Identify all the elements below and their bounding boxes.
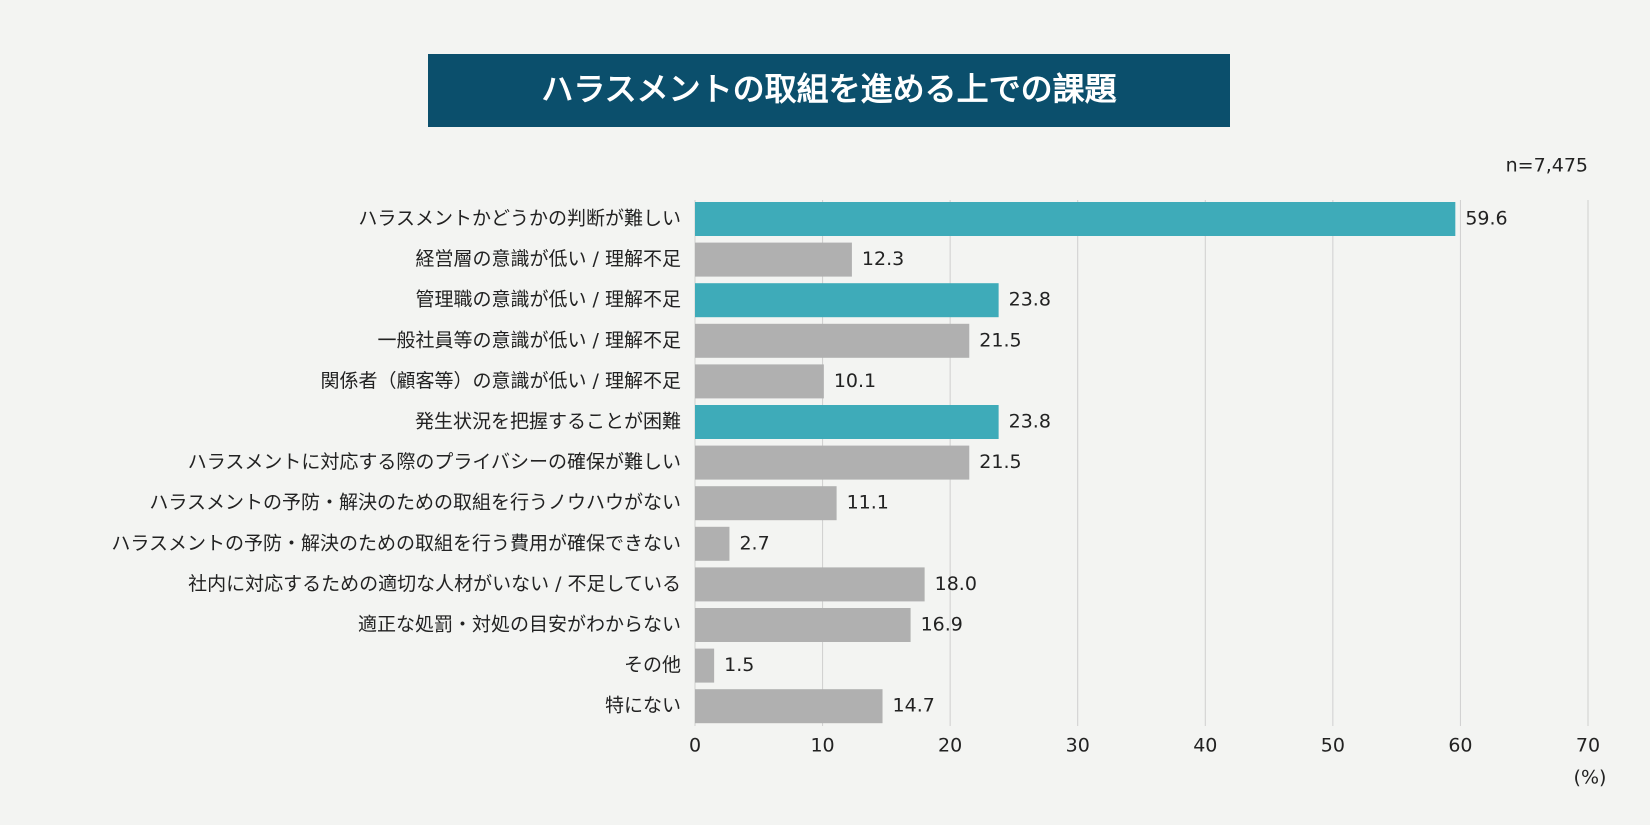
value-label: 2.7 bbox=[739, 532, 769, 554]
category-label: 関係者（顧客等）の意識が低い / 理解不足 bbox=[321, 370, 681, 392]
value-label: 1.5 bbox=[724, 654, 754, 676]
value-label: 21.5 bbox=[979, 329, 1021, 351]
x-tick-label: 0 bbox=[689, 735, 701, 757]
category-label: その他 bbox=[624, 654, 681, 676]
value-label: 21.5 bbox=[979, 451, 1021, 473]
category-label: ハラスメントに対応する際のプライバシーの確保が難しい bbox=[188, 451, 681, 473]
value-label: 23.8 bbox=[1009, 411, 1051, 433]
value-label: 59.6 bbox=[1465, 208, 1507, 230]
value-label: 12.3 bbox=[862, 248, 904, 270]
x-tick-label: 20 bbox=[938, 735, 962, 757]
bar bbox=[695, 526, 730, 561]
x-tick-label: 50 bbox=[1321, 735, 1345, 757]
sample-size: n=7,475 bbox=[1506, 155, 1588, 177]
category-label: 管理職の意識が低い / 理解不足 bbox=[416, 289, 681, 311]
bar bbox=[695, 323, 970, 358]
category-label: 経営層の意識が低い / 理解不足 bbox=[416, 248, 681, 270]
value-label: 10.1 bbox=[834, 370, 876, 392]
category-label: 適正な処罰・対処の目安がわからない bbox=[358, 614, 681, 636]
value-label: 16.9 bbox=[921, 614, 963, 636]
category-label: 発生状況を把握することが困難 bbox=[415, 411, 681, 433]
x-tick-label: 60 bbox=[1448, 735, 1472, 757]
bar bbox=[695, 608, 911, 642]
bar bbox=[695, 445, 970, 480]
chart-title: ハラスメントの取組を進める上での課題 bbox=[541, 70, 1116, 108]
bar bbox=[695, 242, 852, 277]
bar bbox=[695, 567, 925, 602]
category-label: ハラスメントの予防・解決のための取組を行うノウハウがない bbox=[149, 492, 681, 514]
category-label: 社内に対応するための適切な人材がいない / 不足している bbox=[188, 573, 681, 595]
bar bbox=[695, 202, 1456, 236]
bar bbox=[695, 648, 715, 683]
value-label: 11.1 bbox=[847, 492, 889, 514]
category-label: ハラスメントかどうかの判断が難しい bbox=[358, 208, 681, 230]
bar bbox=[695, 405, 999, 439]
value-label: 23.8 bbox=[1009, 289, 1051, 311]
x-tick-label: 40 bbox=[1193, 735, 1217, 757]
value-label: 18.0 bbox=[935, 573, 977, 595]
value-label: 14.7 bbox=[893, 695, 935, 717]
category-label: 特にない bbox=[605, 695, 681, 717]
bar bbox=[695, 689, 883, 724]
bar bbox=[695, 364, 824, 399]
category-label: ハラスメントの予防・解決のための取組を行う費用が確保できない bbox=[111, 532, 681, 554]
bar bbox=[695, 283, 999, 318]
title-box bbox=[428, 54, 1230, 127]
x-axis-label: (%) bbox=[1574, 767, 1607, 789]
category-label: 一般社員等の意識が低い / 理解不足 bbox=[378, 329, 681, 351]
bar bbox=[695, 486, 837, 521]
x-tick-label: 70 bbox=[1576, 735, 1600, 757]
x-tick-label: 10 bbox=[810, 735, 834, 757]
x-tick-label: 30 bbox=[1066, 735, 1090, 757]
